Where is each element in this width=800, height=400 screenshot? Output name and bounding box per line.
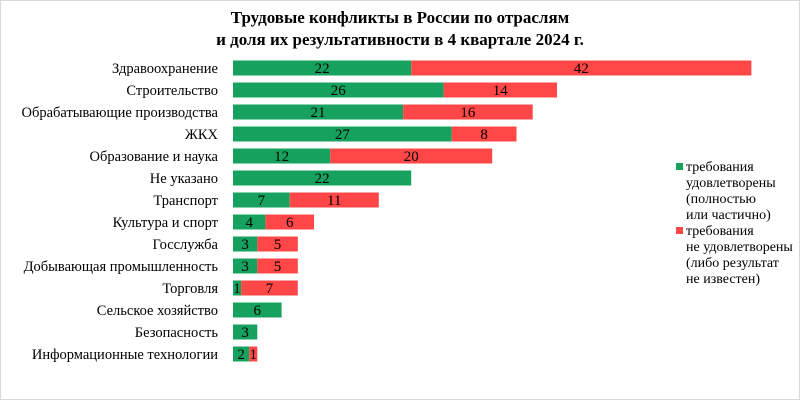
bar-satisfied xyxy=(233,192,290,208)
legend-label: удовлетворены xyxy=(686,176,776,191)
data-label: 6 xyxy=(254,303,262,319)
bar-satisfied xyxy=(233,302,282,318)
data-label: 20 xyxy=(404,149,419,165)
data-label: 26 xyxy=(331,83,347,99)
bar-satisfied xyxy=(233,104,404,120)
bar-satisfied xyxy=(233,280,242,296)
category-label: Торговля xyxy=(162,281,218,297)
bar-not-satisfied xyxy=(249,346,258,362)
chart-title-line-2: и доля их результативности в 4 квартале … xyxy=(216,30,584,49)
data-label: 5 xyxy=(274,237,282,253)
data-label: 14 xyxy=(493,83,509,99)
data-label: 1 xyxy=(250,347,258,363)
data-label: 7 xyxy=(266,281,274,297)
bar-satisfied xyxy=(233,346,250,362)
data-label: 11 xyxy=(327,193,341,209)
chart-title-line-1: Трудовые конфликты в России по отраслям xyxy=(231,8,570,27)
data-label: 5 xyxy=(274,259,282,275)
legend-label: не удовлетворены xyxy=(686,240,793,255)
category-label: Госслужба xyxy=(152,237,218,253)
legend-label: или частично) xyxy=(686,208,771,223)
legend-swatch xyxy=(676,227,683,234)
data-label: 27 xyxy=(335,127,351,143)
bar-not-satisfied xyxy=(403,104,533,120)
category-label: ЖКХ xyxy=(185,127,219,143)
data-label: 42 xyxy=(574,61,589,77)
bar-not-satisfied xyxy=(443,82,557,98)
legend-label: (полностью xyxy=(686,192,756,207)
bar-not-satisfied xyxy=(411,60,752,76)
data-label: 4 xyxy=(245,215,253,231)
bar-satisfied xyxy=(233,82,444,98)
bar-not-satisfied xyxy=(257,236,298,252)
data-label: 22 xyxy=(315,171,330,187)
category-label: Транспорт xyxy=(153,193,218,209)
bar-satisfied xyxy=(233,236,258,252)
data-label: 22 xyxy=(315,61,330,77)
data-label: 3 xyxy=(241,259,249,275)
data-label: 21 xyxy=(311,105,326,121)
bar-satisfied xyxy=(233,126,452,142)
legend-label: не известен) xyxy=(686,272,760,287)
category-label: Сельское хозяйство xyxy=(97,303,218,319)
bar-not-satisfied xyxy=(289,192,379,208)
category-label: Безопасность xyxy=(135,325,219,341)
data-label: 1 xyxy=(233,281,241,297)
bar-satisfied xyxy=(233,214,266,230)
bar-not-satisfied xyxy=(241,280,298,296)
category-label: Здравоохранение xyxy=(112,61,218,77)
category-label: Информационные технологии xyxy=(32,347,218,363)
bar-satisfied xyxy=(233,148,331,164)
data-label: 7 xyxy=(258,193,266,209)
category-label: Строительство xyxy=(126,83,218,99)
data-label: 3 xyxy=(241,237,249,253)
category-label: Не указано xyxy=(150,171,218,187)
category-label: Обрабатывающие производства xyxy=(21,105,218,121)
data-label: 12 xyxy=(274,149,289,165)
bar-not-satisfied xyxy=(451,126,517,142)
bar-satisfied xyxy=(233,324,258,340)
bar-satisfied xyxy=(233,60,412,76)
data-label: 6 xyxy=(286,215,294,231)
data-label: 3 xyxy=(241,325,249,341)
category-label: Культура и спорт xyxy=(113,215,219,231)
category-label: Добывающая промышленность xyxy=(24,259,219,275)
bar-satisfied xyxy=(233,170,412,186)
legend-label: требования xyxy=(686,224,754,239)
bar-not-satisfied xyxy=(265,214,314,230)
bar-satisfied xyxy=(233,258,258,274)
category-label: Образование и наука xyxy=(90,149,219,165)
legend-label: (либо результат xyxy=(686,256,779,271)
data-label: 16 xyxy=(460,105,476,121)
data-label: 8 xyxy=(480,127,488,143)
bar-not-satisfied xyxy=(257,258,298,274)
data-label: 2 xyxy=(237,347,245,363)
bar-not-satisfied xyxy=(330,148,493,164)
legend-swatch xyxy=(676,163,683,170)
legend-label: требования xyxy=(686,160,754,175)
